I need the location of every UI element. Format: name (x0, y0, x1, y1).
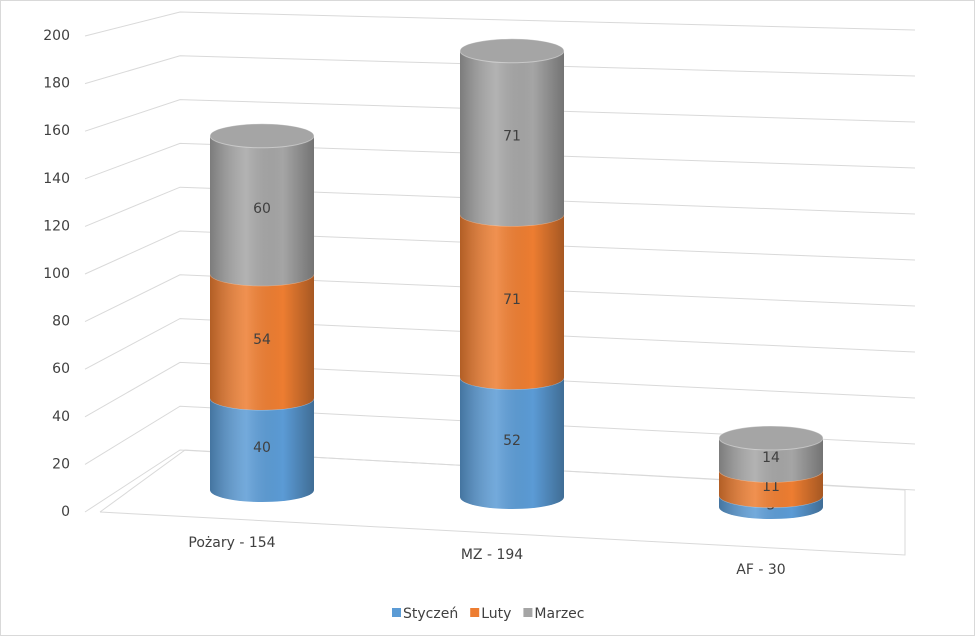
grid-line (84, 55, 916, 85)
y-tick-label: 200 (43, 28, 70, 44)
y-tick-label: 120 (43, 218, 70, 234)
value-label: 52 (503, 433, 521, 449)
shade (210, 135, 314, 286)
x-tick-label: Pożary - 154 (188, 535, 275, 551)
grid-line (84, 11, 916, 37)
cylinder-top (459, 38, 565, 64)
grid-line (84, 230, 916, 275)
shade (460, 214, 564, 390)
value-label: 14 (762, 450, 780, 466)
legend-label: Styczeń (403, 606, 458, 622)
y-tick-label: 160 (43, 123, 70, 139)
y-tick-label: 20 (52, 456, 70, 472)
legend-swatch (523, 608, 533, 617)
grid-line (84, 361, 916, 418)
value-label: 40 (253, 440, 271, 456)
grid-line (84, 405, 916, 465)
grid-line (84, 186, 916, 227)
legend-swatch (470, 608, 480, 617)
x-tick-label: AF - 30 (736, 562, 785, 578)
y-tick-label: 60 (52, 361, 70, 377)
value-label: 11 (762, 479, 780, 495)
value-label: 60 (253, 201, 271, 217)
x-tick-label: MZ - 194 (461, 547, 523, 563)
cylinder-top (718, 425, 824, 451)
shade (460, 50, 564, 227)
legend-label: Luty (481, 606, 511, 622)
grid-line (84, 142, 916, 180)
grid-line (84, 99, 916, 132)
shade (719, 438, 823, 483)
y-tick-label: 180 (43, 76, 70, 92)
y-tick-label: 100 (43, 266, 70, 282)
value-label: 54 (253, 332, 271, 348)
floor (99, 449, 906, 556)
shade (210, 273, 314, 410)
cylinder-top (209, 123, 315, 149)
value-label: 71 (503, 128, 521, 144)
grid-line (84, 318, 916, 370)
y-tick-label: 80 (52, 314, 70, 330)
legend-swatch (392, 608, 401, 617)
y-tick-label: 40 (52, 409, 70, 425)
y-tick-label: 0 (61, 504, 70, 520)
value-label: 71 (503, 292, 521, 308)
shade (210, 398, 314, 502)
legend-label: Marzec (534, 606, 584, 622)
shade (460, 377, 564, 509)
y-tick-label: 140 (43, 171, 70, 187)
grid-line (84, 449, 916, 513)
grid-line (84, 274, 916, 323)
